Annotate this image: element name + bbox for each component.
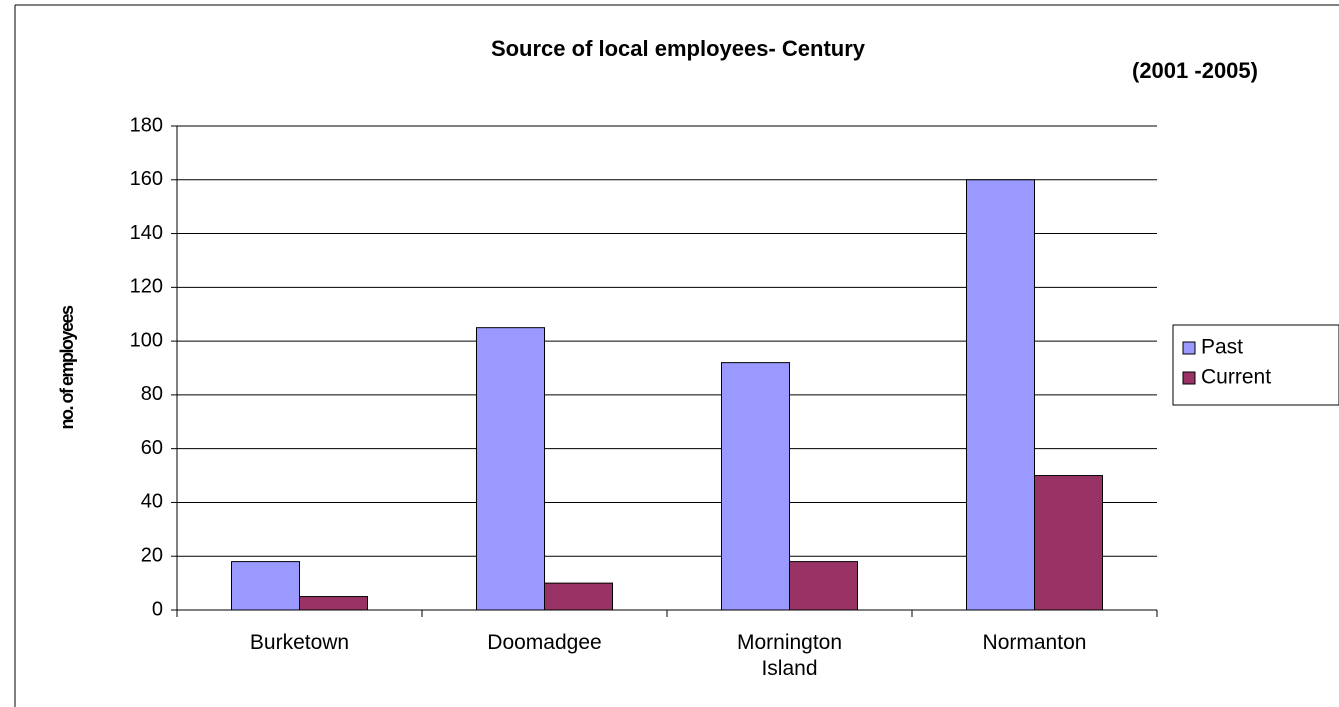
y-tick-label: 100 (130, 329, 163, 351)
y-tick-label: 0 (152, 598, 163, 620)
y-tick-label: 120 (130, 276, 163, 298)
x-tick-label: Mornington Island (736, 631, 843, 680)
bar (721, 362, 790, 611)
legend (1172, 324, 1339, 406)
bar (544, 582, 613, 611)
legend-swatch (1182, 341, 1196, 355)
bar (789, 561, 858, 611)
legend-label: Past (1201, 336, 1243, 359)
x-tick-label: Burketown (249, 631, 350, 654)
y-tick-label: 140 (130, 222, 163, 244)
y-tick-label: 60 (141, 437, 163, 459)
y-tick-label: 20 (141, 545, 163, 567)
x-tick-label: Doomadgee (487, 631, 602, 654)
bar (476, 327, 545, 611)
legend-label: Current (1201, 366, 1271, 389)
y-tick-label: 160 (130, 168, 163, 190)
x-tick-label: Normanton (982, 631, 1087, 654)
chart-subtitle: (2001 -2005) (1132, 58, 1258, 83)
y-tick-label: 180 (130, 114, 163, 136)
bar (1034, 475, 1103, 611)
y-tick-label: 80 (141, 383, 163, 405)
y-tick-label: 40 (141, 491, 163, 513)
bar (231, 561, 300, 611)
chart-title: Source of local employees- Century (491, 36, 866, 61)
legend-swatch (1182, 371, 1196, 385)
bar (299, 596, 368, 611)
bar (966, 179, 1035, 611)
y-axis-label: no. of employees (57, 305, 77, 430)
